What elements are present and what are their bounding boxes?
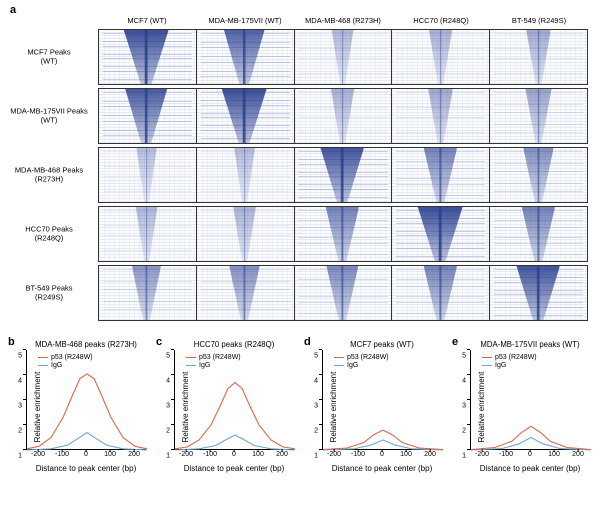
heatmap-cell: [196, 89, 294, 143]
heatmap-cell: [294, 207, 392, 261]
heatmap-cell: [99, 207, 196, 261]
plot-area: [174, 350, 294, 450]
line-chart: eMDA-MB-175VII peaks (WT)p53 (R248W)IgGR…: [450, 340, 590, 473]
chart-title: MDA-MB-468 peaks (R273H): [26, 340, 146, 349]
heatmap-cell: [489, 266, 587, 320]
heatmap-cell: [294, 266, 392, 320]
heatmap-row: MDA-MB-468 Peaks(R273H): [98, 147, 588, 203]
heatmap-cell: [391, 266, 489, 320]
heatmap-cell: [489, 207, 587, 261]
col-header: MCF7 (WT): [98, 16, 196, 25]
chart-title: MDA-MB-175VII peaks (WT): [470, 340, 590, 349]
line-chart: bMDA-MB-468 peaks (R273H)p53 (R248W)IgGR…: [6, 340, 146, 473]
plot-area: [26, 350, 146, 450]
plot-area: [470, 350, 590, 450]
x-axis-label: Distance to peak center (bp): [26, 464, 146, 473]
heatmap-cell: [196, 148, 294, 202]
line-chart: dMCF7 peaks (WT)p53 (R248W)IgGRelative e…: [302, 340, 442, 473]
x-axis-label: Distance to peak center (bp): [174, 464, 294, 473]
heatmap-cell: [294, 89, 392, 143]
heatmap-row: MDA-MB-175VII Peaks(WT): [98, 88, 588, 144]
heatmap-cell: [391, 148, 489, 202]
x-axis-label: Distance to peak center (bp): [322, 464, 442, 473]
x-axis-label: Distance to peak center (bp): [470, 464, 590, 473]
heatmap-cell: [489, 30, 587, 84]
heatmap-cell: [391, 89, 489, 143]
row-label: MDA-MB-468 Peaks(R273H): [7, 166, 91, 185]
heatmap-cell: [196, 266, 294, 320]
heatmap-row: MCF7 Peaks(WT): [98, 29, 588, 85]
heatmap-grid: MCF7 (WT)MDA-MB-175VII (WT)MDA-MB-468 (R…: [98, 16, 588, 321]
heatmap-cell: [196, 30, 294, 84]
heatmap-cell: [99, 148, 196, 202]
col-header: MDA-MB-468 (R273H): [294, 16, 392, 25]
chart-title: HCC70 peaks (R248Q): [174, 340, 294, 349]
line-chart: cHCC70 peaks (R248Q)p53 (R248W)IgGRelati…: [154, 340, 294, 473]
heatmap-cell: [99, 30, 196, 84]
heatmap-row: HCC70 Peaks(R248Q): [98, 206, 588, 262]
heatmap-cell: [391, 30, 489, 84]
heatmap-cell: [489, 89, 587, 143]
col-header: MDA-MB-175VII (WT): [196, 16, 294, 25]
col-header: BT-549 (R249S): [490, 16, 588, 25]
row-label: MDA-MB-175VII Peaks(WT): [7, 107, 91, 126]
panel-c-label: c: [156, 336, 162, 348]
heatmap-cell: [99, 266, 196, 320]
chart-title: MCF7 peaks (WT): [322, 340, 442, 349]
panel-e-label: e: [452, 336, 458, 348]
row-label: BT-549 Peaks(R249S): [7, 284, 91, 303]
heatmap-cell: [294, 30, 392, 84]
heatmap-cell: [196, 207, 294, 261]
heatmap-row: BT-549 Peaks(R249S): [98, 265, 588, 321]
heatmap-cell: [391, 207, 489, 261]
panel-b-label: b: [8, 336, 15, 348]
panel-d-label: d: [304, 336, 311, 348]
heatmap-cell: [99, 89, 196, 143]
plot-area: [322, 350, 442, 450]
row-label: MCF7 Peaks(WT): [7, 48, 91, 67]
panel-a-label: a: [10, 4, 16, 16]
row-label: HCC70 Peaks(R248Q): [7, 225, 91, 244]
col-header: HCC70 (R248Q): [392, 16, 490, 25]
heatmap-cell: [489, 148, 587, 202]
heatmap-cell: [294, 148, 392, 202]
